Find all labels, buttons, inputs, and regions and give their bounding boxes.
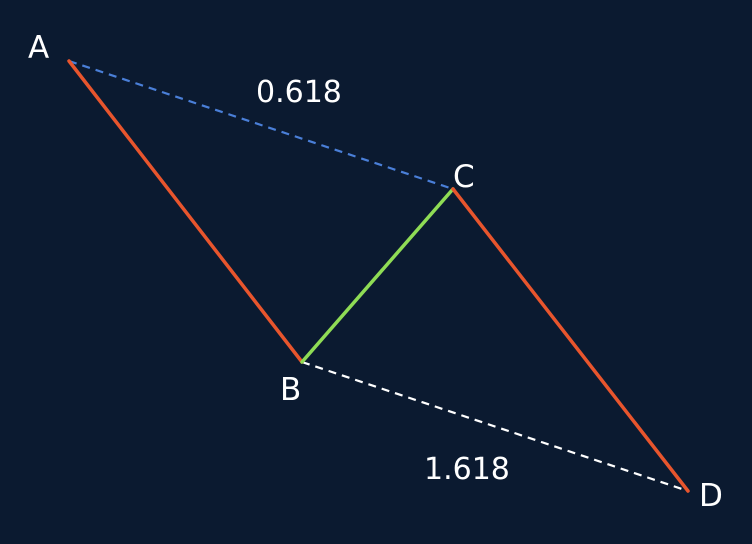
point-d-label: D <box>699 478 723 514</box>
bc-leg <box>300 187 455 364</box>
ab-leg <box>67 59 304 364</box>
ac-ratio-line <box>68 59 454 191</box>
cd-leg <box>451 187 690 493</box>
point-a-label: A <box>28 30 49 66</box>
bd-ratio-line <box>301 360 689 493</box>
point-b-label: B <box>280 372 301 408</box>
point-c-label: C <box>453 159 475 195</box>
bd-ratio-label: 1.618 <box>424 452 510 487</box>
ac-ratio-label: 0.618 <box>256 75 342 110</box>
